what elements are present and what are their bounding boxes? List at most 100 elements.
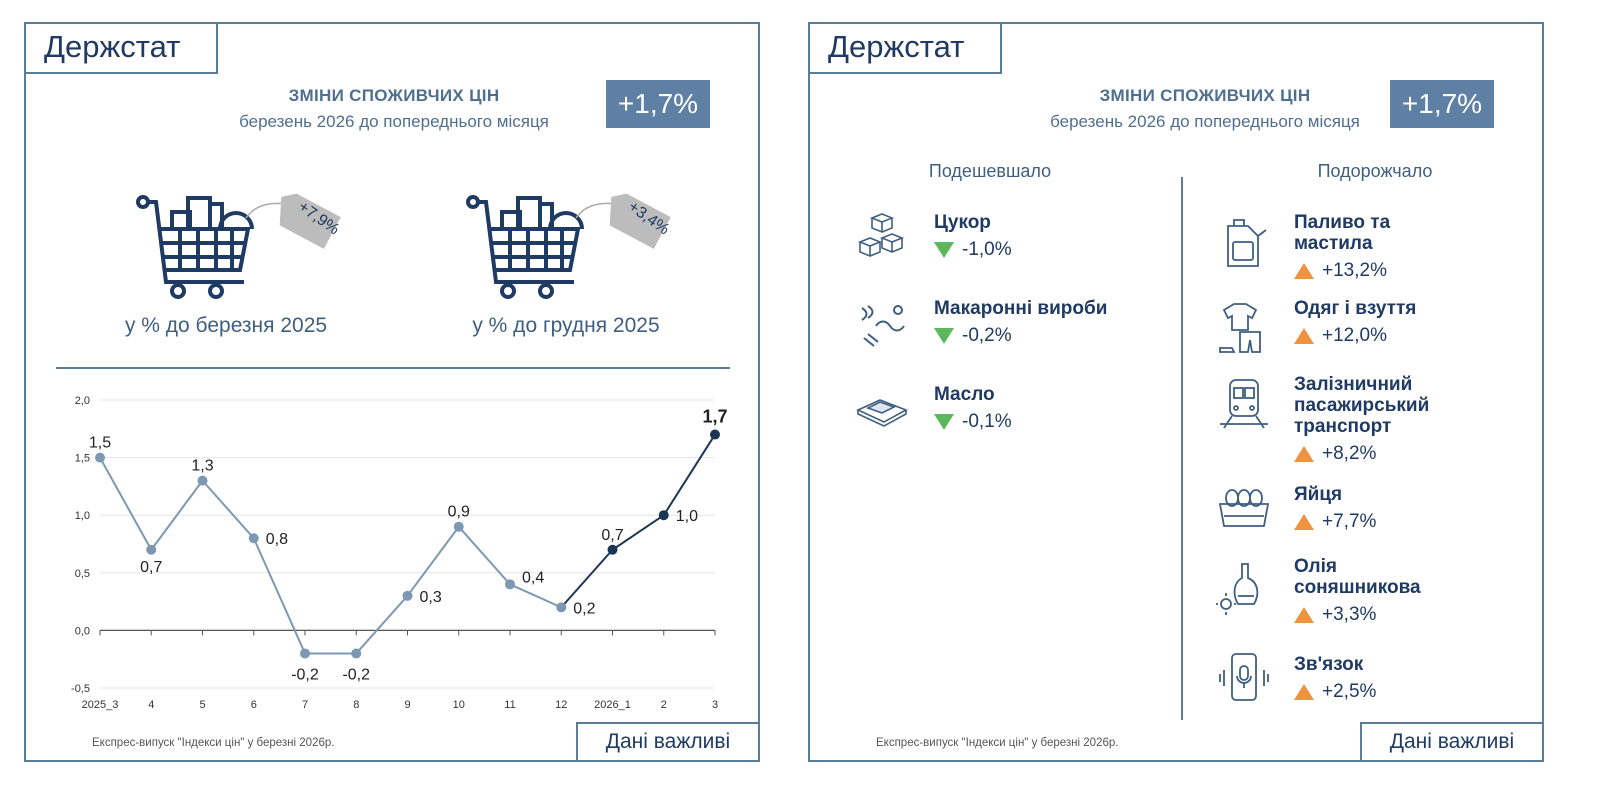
series-segment [355,595,409,655]
series-segment [201,479,255,539]
headline-value-badge: +1,7% [1390,80,1494,128]
pricier-item: Олія соняшникова +3,3% [1294,556,1421,625]
x-tick-label: 6 [251,699,257,711]
left-panel: Держстат ЗМІНИ СПОЖИВЧИХ ЦІН березень 20… [24,22,760,762]
footer-source: Експрес-випуск "Індекси цін" у березні 2… [876,737,1119,749]
butter-icon [856,399,908,427]
data-label: 0,4 [522,569,544,586]
series-segment [662,434,716,516]
data-point [505,579,515,590]
data-point [95,452,105,463]
phone-icon [1219,653,1269,701]
y-tick-label: 1,5 [75,453,90,465]
line-chart: -0,5 0,0 0,5 1,0 1,5 2,0 2025_3 4 5 6 7 8 9 10 11 12 202… [71,395,727,711]
up-arrow-icon [1294,328,1314,344]
data-point [351,648,362,659]
headline-title: ЗМІНИ СПОЖИВЧИХ ЦІН [288,86,500,105]
oil-bottle-icon [1216,563,1259,615]
data-point [556,602,567,613]
train-icon [1220,379,1268,429]
column-divider [1181,177,1183,720]
y-tick-label: -0,5 [71,683,90,695]
cheaper-item: Цукор -1,0% [934,212,1012,260]
clothes-icon [1219,303,1261,353]
data-label: 1,3 [191,458,213,475]
data-label: 0,8 [266,531,288,548]
pasta-icon [861,305,905,347]
data-label: -0,2 [291,666,319,683]
down-arrow-icon [934,328,954,344]
headline-subtitle: березень 2026 до попереднього місяця [239,112,549,131]
up-arrow-icon [1294,514,1314,530]
x-tick-label: 9 [404,699,410,711]
y-tick-label: 0,0 [75,625,90,637]
y-tick-label: 1,0 [75,510,90,522]
x-tick-label: 2026_1 [594,699,631,711]
cheaper-heading: Подешевшало [928,161,1052,181]
eggs-icon [1218,489,1270,527]
data-point [453,521,464,532]
down-arrow-icon [934,414,954,430]
data-label: 0,7 [601,527,623,544]
y-tick-label: 2,0 [75,395,90,407]
data-label: 1,5 [89,435,111,452]
series-segment [99,457,153,551]
data-point [658,510,669,521]
data-point [607,544,618,555]
important-data-button[interactable]: Дані важливі [1360,722,1544,762]
y-tick-label: 0,5 [75,568,90,580]
headline-value-badge: +1,7% [606,80,710,128]
data-point [402,590,413,601]
data-label: 0,7 [140,559,162,576]
cart-caption-1: у % до березня 2025 [124,314,328,337]
divider [56,367,730,369]
data-point [197,475,208,486]
x-tick-label: 2025_3 [82,699,119,711]
down-arrow-icon [934,242,954,258]
logo: Держстат [808,22,1002,74]
pricier-item: Яйця +7,7% [1294,484,1377,532]
x-tick-label: 10 [453,699,465,711]
headline-subtitle: березень 2026 до попереднього місяця [1050,112,1360,131]
up-arrow-icon [1294,263,1314,279]
data-label: 0,2 [573,600,595,617]
series-segment [458,526,511,585]
x-tick-label: 8 [353,699,359,711]
x-tick-label: 7 [302,699,308,711]
x-tick-label: 4 [148,699,154,711]
right-panel: Держстат ЗМІНИ СПОЖИВЧИХ ЦІН березень 20… [808,22,1544,762]
cart-caption-2: у % до грудня 2025 [472,314,660,337]
series-segment [150,480,204,551]
data-label: 0,3 [420,589,442,606]
series-segment [560,549,614,609]
important-data-button[interactable]: Дані важливі [576,722,760,762]
x-tick-label: 11 [504,699,515,711]
up-arrow-icon [1294,607,1314,623]
data-label: 1,0 [676,508,698,525]
pricier-heading: Подорожчало [1317,161,1433,181]
series-segment [252,537,306,654]
pricier-item: Залізничний пасажирський транспорт +8,2% [1294,374,1430,464]
x-tick-label: 3 [712,699,718,711]
up-arrow-icon [1294,684,1314,700]
x-tick-label: 5 [199,699,205,711]
pricier-item: Одяг і взуття +12,0% [1294,298,1417,346]
x-tick-label: 12 [555,699,567,711]
up-arrow-icon [1294,446,1314,462]
data-point [300,648,310,659]
data-point [710,429,720,440]
cheaper-item: Макаронні вироби -0,2% [934,298,1108,346]
logo: Держстат [24,22,218,74]
cart-icon: +7,9% [136,193,342,299]
footer-source: Експрес-випуск "Індекси цін" у березні 2… [92,737,335,749]
data-label: -0,2 [342,666,370,683]
pricier-item: Зв'язок +2,5% [1294,654,1377,702]
series-segment [406,526,460,597]
series-segment [611,514,665,551]
cheaper-item: Масло -0,1% [934,384,1012,432]
series-segment [509,583,562,609]
cart-icon: +3,4% [466,193,672,299]
pricier-item: Паливо та мастила +13,2% [1294,212,1391,281]
x-tick-label: 2 [661,699,667,711]
fuel-canister-icon [1227,219,1267,267]
